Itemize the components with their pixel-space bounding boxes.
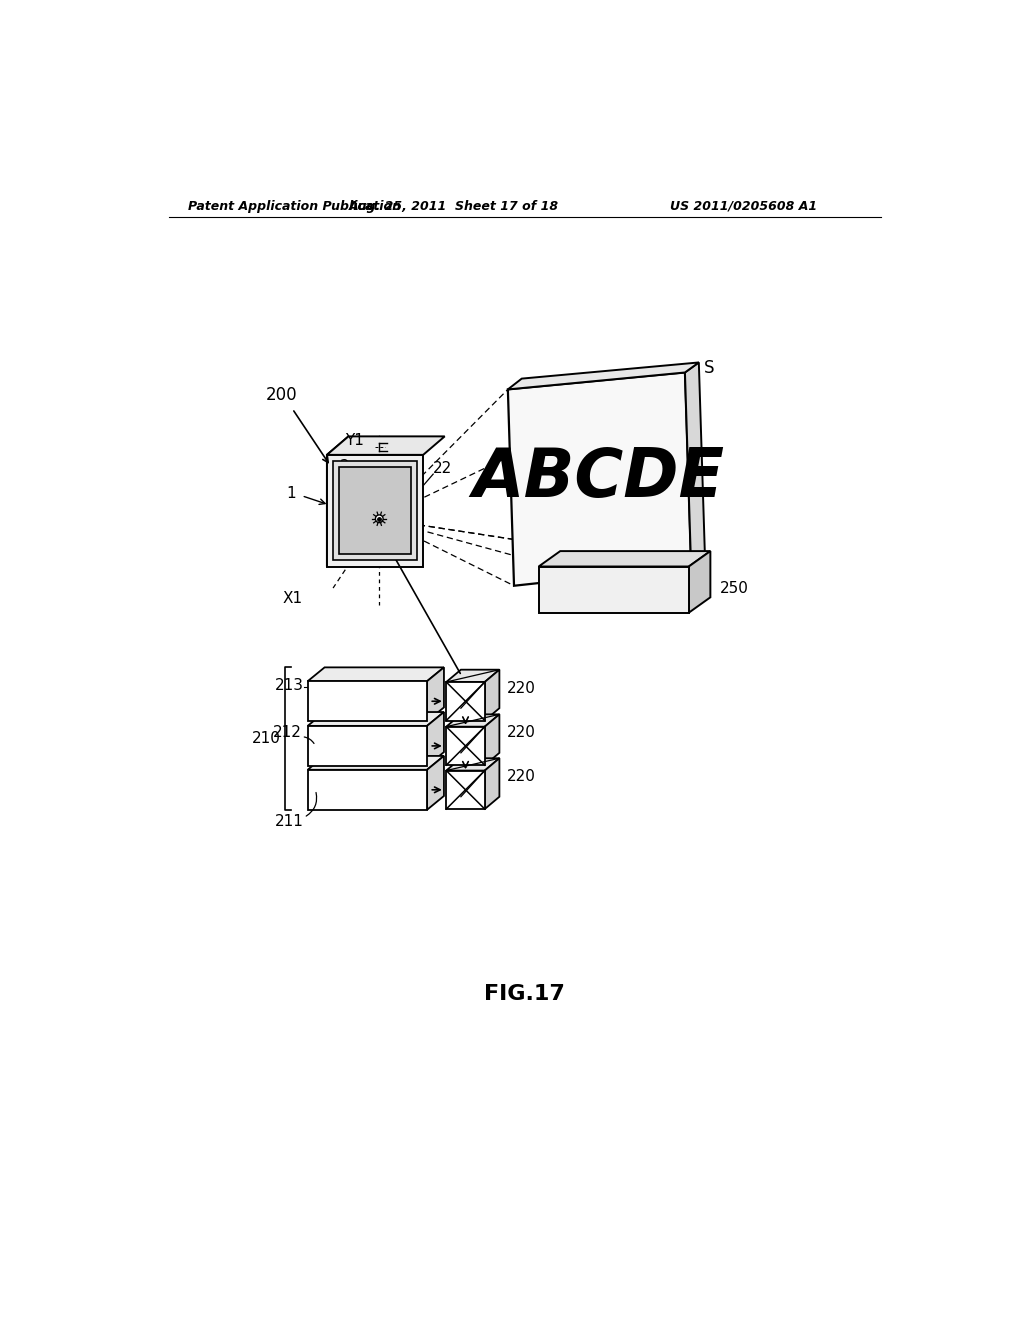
Polygon shape: [327, 437, 348, 566]
Polygon shape: [427, 668, 444, 721]
Text: US 2011/0205608 A1: US 2011/0205608 A1: [670, 199, 817, 213]
Text: Patent Application Publication: Patent Application Publication: [188, 199, 401, 213]
Polygon shape: [327, 455, 423, 566]
Text: 211: 211: [274, 814, 304, 829]
Polygon shape: [339, 467, 411, 554]
Polygon shape: [446, 682, 484, 721]
Text: 212: 212: [272, 725, 301, 739]
Text: S: S: [705, 359, 715, 376]
Polygon shape: [307, 668, 444, 681]
Polygon shape: [446, 758, 500, 771]
Text: 250: 250: [720, 581, 749, 595]
Polygon shape: [539, 566, 689, 612]
Polygon shape: [307, 726, 427, 766]
Polygon shape: [427, 711, 444, 766]
Text: 22: 22: [433, 461, 453, 477]
Polygon shape: [446, 669, 500, 682]
Polygon shape: [307, 711, 444, 726]
Polygon shape: [484, 669, 500, 721]
Polygon shape: [427, 756, 444, 810]
Polygon shape: [685, 363, 705, 566]
Polygon shape: [508, 363, 698, 389]
Text: FIG.17: FIG.17: [484, 983, 565, 1003]
Polygon shape: [307, 770, 427, 810]
Polygon shape: [446, 771, 484, 809]
Polygon shape: [327, 437, 444, 455]
Polygon shape: [508, 372, 691, 586]
Polygon shape: [333, 461, 417, 561]
Text: 2: 2: [340, 459, 349, 474]
Text: X1: X1: [283, 591, 303, 606]
Polygon shape: [446, 714, 500, 726]
Text: ABCDE: ABCDE: [472, 445, 724, 511]
Text: 210: 210: [252, 731, 281, 746]
Text: Aug. 25, 2011  Sheet 17 of 18: Aug. 25, 2011 Sheet 17 of 18: [349, 199, 559, 213]
Text: 1: 1: [287, 486, 296, 500]
Text: 220: 220: [507, 770, 536, 784]
Circle shape: [376, 515, 383, 523]
Polygon shape: [307, 756, 444, 770]
Polygon shape: [484, 714, 500, 766]
Polygon shape: [307, 681, 427, 721]
Text: 220: 220: [507, 725, 536, 741]
Polygon shape: [539, 552, 711, 566]
Text: Y1: Y1: [345, 433, 364, 449]
Text: 220: 220: [507, 681, 536, 696]
Polygon shape: [446, 726, 484, 766]
Polygon shape: [689, 552, 711, 612]
Polygon shape: [484, 758, 500, 809]
Text: 200: 200: [265, 385, 297, 404]
Text: 213: 213: [274, 677, 304, 693]
